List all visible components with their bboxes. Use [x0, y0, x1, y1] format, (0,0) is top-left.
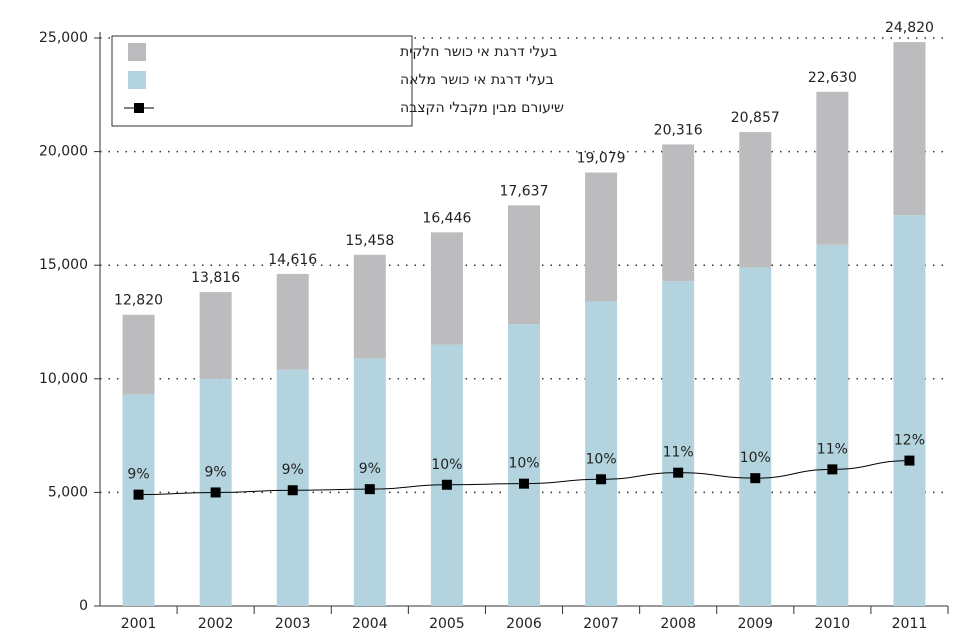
- rate-label: 11%: [817, 441, 848, 457]
- total-label: 16,446: [422, 210, 471, 226]
- bar-segment: [430, 232, 463, 345]
- legend-swatch: [128, 43, 146, 61]
- total-label: 19,079: [577, 151, 626, 167]
- x-tick-label: 2006: [506, 616, 542, 632]
- rate-marker: [519, 478, 529, 489]
- rate-line: [138, 460, 910, 496]
- bar-segment: [893, 215, 926, 606]
- rate-marker: [904, 455, 915, 466]
- rate-marker: [364, 484, 375, 495]
- rate-marker: [133, 489, 144, 500]
- total-label: 20,857: [731, 110, 780, 126]
- y-tick-label: 15,000: [39, 257, 88, 273]
- legend-label: בעלי דרגת אי כושר מלאה: [400, 72, 554, 88]
- rate-label: 9%: [205, 464, 227, 480]
- rate-label: 11%: [663, 445, 694, 461]
- bar-segment: [893, 42, 926, 216]
- total-label: 12,820: [114, 293, 163, 309]
- bar-segment: [122, 394, 155, 606]
- bar-segment: [739, 132, 772, 268]
- bar-segment: [122, 314, 155, 395]
- rate-marker: [827, 464, 838, 475]
- bar-segment: [585, 172, 618, 302]
- x-tick-label: 2005: [429, 616, 465, 632]
- bar-segment: [816, 91, 849, 245]
- total-label: 15,458: [345, 233, 394, 249]
- total-label: 17,637: [500, 183, 549, 199]
- rate-label: 10%: [508, 456, 539, 472]
- bar-segment: [276, 273, 309, 370]
- bar-segment: [662, 281, 695, 606]
- bar-segment: [508, 324, 540, 606]
- bar-segment: [739, 267, 772, 606]
- bar-segment: [508, 205, 540, 325]
- rate-marker: [210, 487, 221, 498]
- bar-segment: [430, 344, 463, 606]
- bar-segment: [353, 358, 386, 606]
- x-tick-label: 2010: [815, 616, 851, 632]
- y-tick-label: 25,000: [39, 30, 88, 46]
- bar-segment: [199, 292, 232, 379]
- bar-segment: [585, 301, 618, 606]
- legend-box: [111, 35, 413, 127]
- x-tick-label: 2003: [275, 616, 311, 632]
- total-label: 13,816: [191, 270, 240, 286]
- legend-marker: [134, 103, 144, 113]
- bar-segment: [816, 244, 849, 606]
- rate-label: 12%: [894, 433, 925, 449]
- x-tick-label: 2004: [352, 616, 388, 632]
- rate-marker: [673, 467, 684, 478]
- rate-marker: [596, 474, 607, 485]
- rate-label: 10%: [431, 457, 462, 473]
- total-label: 20,316: [654, 122, 703, 138]
- total-label: 24,820: [885, 20, 934, 36]
- x-tick-label: 2002: [198, 616, 234, 632]
- y-tick-label: 10,000: [39, 371, 88, 387]
- x-tick-label: 2008: [660, 616, 696, 632]
- y-tick-label: 5,000: [48, 484, 88, 500]
- x-tick-label: 2009: [737, 616, 773, 632]
- rate-label: 10%: [740, 450, 771, 466]
- bar-segment: [353, 254, 386, 359]
- legend-label: שיעורם מבין מקבלי הקצבה: [400, 100, 564, 116]
- total-label: 22,630: [808, 70, 857, 86]
- bar-segment: [662, 144, 695, 282]
- rate-marker: [287, 485, 298, 496]
- x-tick-label: 2011: [892, 616, 928, 632]
- rate-marker: [441, 479, 452, 490]
- x-tick-label: 2007: [583, 616, 619, 632]
- legend-label: בעלי דרגת אי כושר חלקית: [400, 44, 557, 60]
- y-tick-label: 20,000: [39, 144, 88, 160]
- rate-label: 9%: [359, 461, 381, 477]
- y-tick-label: 0: [79, 598, 88, 614]
- rate-marker: [750, 473, 761, 484]
- x-tick-label: 2001: [121, 616, 157, 632]
- rate-label: 10%: [586, 451, 617, 467]
- legend-swatch: [128, 71, 146, 89]
- total-label: 14,616: [268, 252, 317, 268]
- rate-label: 9%: [127, 467, 149, 483]
- rate-label: 9%: [282, 462, 304, 478]
